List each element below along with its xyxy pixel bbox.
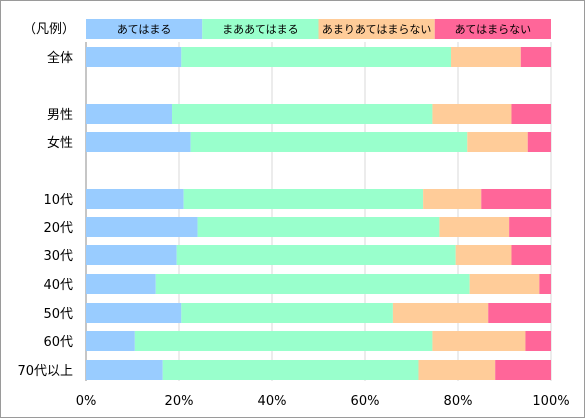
x-tick-label: 0% [76,394,97,409]
bar-segment [181,303,393,323]
bar-segment [86,331,135,351]
category-label: 60代 [43,335,73,350]
bar-segment [392,303,489,323]
bar-segment [162,360,419,380]
bar-segment [509,217,551,237]
x-tick-label: 60% [351,394,380,409]
bar-segment [511,104,551,124]
bar-segment [86,217,198,237]
bar-segment [418,360,496,380]
bar-segment [539,274,551,294]
x-tick-label: 100% [532,394,569,409]
legend-swatch [318,19,435,39]
bar-segment [176,245,456,265]
bar-segment [86,274,156,294]
x-tick-label: 80% [444,394,473,409]
bar-segment [86,245,177,265]
category-label: 10代 [43,193,73,208]
bar-segment [481,189,551,209]
bar-segment [134,331,433,351]
bar-segment [451,47,521,67]
bar-segment [190,132,468,152]
bar-segment [86,47,182,67]
bar-segment [525,331,551,351]
legend-swatch [86,19,203,39]
bar-segment [467,132,528,152]
category-label: 全体 [47,50,73,66]
category-label: 男性 [47,108,73,123]
bar-segment [432,104,512,124]
category-label: 20代 [43,221,73,236]
x-tick-label: 40% [258,394,287,409]
bar-segment [488,303,551,323]
bar-segment [86,303,182,323]
x-axis: 0% 20% 40% 60% 80% 100% [76,394,570,409]
bars [86,47,551,380]
bar-segment [469,274,540,294]
category-label: 40代 [43,278,73,293]
legend-swatch [202,19,319,39]
bar-segment [495,360,551,380]
bar-segment [455,245,512,265]
bar-segment [183,189,424,209]
category-label: 70代以上 [17,364,73,379]
x-tick-label: 20% [165,394,194,409]
legend-entry: あてはまらない [455,23,532,36]
bar-segment [197,217,440,237]
bar-segment [527,132,551,152]
category-label: 女性 [47,135,73,151]
bar-segment [86,132,191,152]
legend-entry: あてはまる [117,23,172,36]
legend: （凡例） あてはまる まああてはまる あまりあてはまらない あてはまらない [23,19,551,39]
legend-entry: あまりあてはまらない [322,23,432,36]
bar-segment [181,47,452,67]
legend-title: （凡例） [23,22,75,37]
bar-segment [439,217,510,237]
legend-entry: まああてはまる [222,23,299,36]
bar-segment [86,104,173,124]
legend-swatch [434,19,551,39]
bar-segment [172,104,433,124]
category-label: 30代 [43,249,73,264]
bar-segment [86,360,163,380]
bar-segment [86,189,184,209]
bar-segment [155,274,470,294]
bar-segment [511,245,551,265]
gridlines [85,42,552,381]
category-label: 50代 [43,307,73,322]
bar-segment [432,331,526,351]
bar-segment [423,189,482,209]
bar-segment [520,47,551,67]
